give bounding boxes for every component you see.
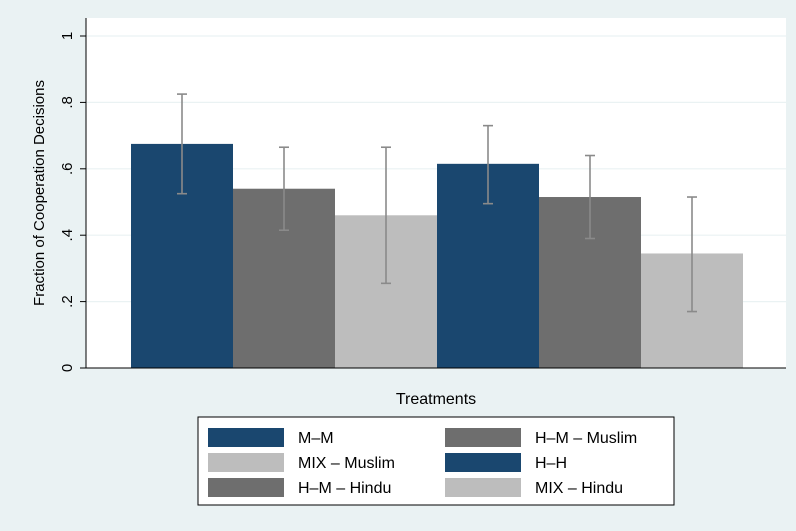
y-tick-label: .4 (59, 229, 76, 242)
y-tick-label: .6 (59, 163, 76, 176)
y-tick-label: .8 (59, 96, 76, 109)
legend-label: H–H (535, 455, 567, 472)
x-axis-label: Treatments (396, 391, 476, 408)
legend-label: H–M – Hindu (298, 480, 391, 497)
legend-label: H–M – Muslim (535, 430, 637, 447)
y-tick-label: 1 (59, 32, 76, 40)
legend-swatch (445, 478, 521, 497)
y-tick-label: 0 (59, 364, 76, 372)
legend-label: M–M (298, 430, 334, 447)
legend-swatch (445, 453, 521, 472)
y-axis-ticks: 0 .2 .4 .6 .8 1 (59, 32, 86, 372)
error-bars (177, 93, 697, 313)
legend-swatch (208, 428, 284, 447)
bars (131, 143, 743, 368)
y-tick-label: .2 (59, 295, 76, 308)
y-axis-label: Fraction of Cooperation Decisions (31, 80, 48, 306)
legend-swatch (208, 453, 284, 472)
legend: M–M H–M – Muslim MIX – Muslim H–H H–M – Hind… (208, 428, 637, 497)
legend-label: MIX – Muslim (298, 455, 395, 472)
legend-label: MIX – Hindu (535, 480, 623, 497)
legend-swatch (445, 428, 521, 447)
legend-swatch (208, 478, 284, 497)
